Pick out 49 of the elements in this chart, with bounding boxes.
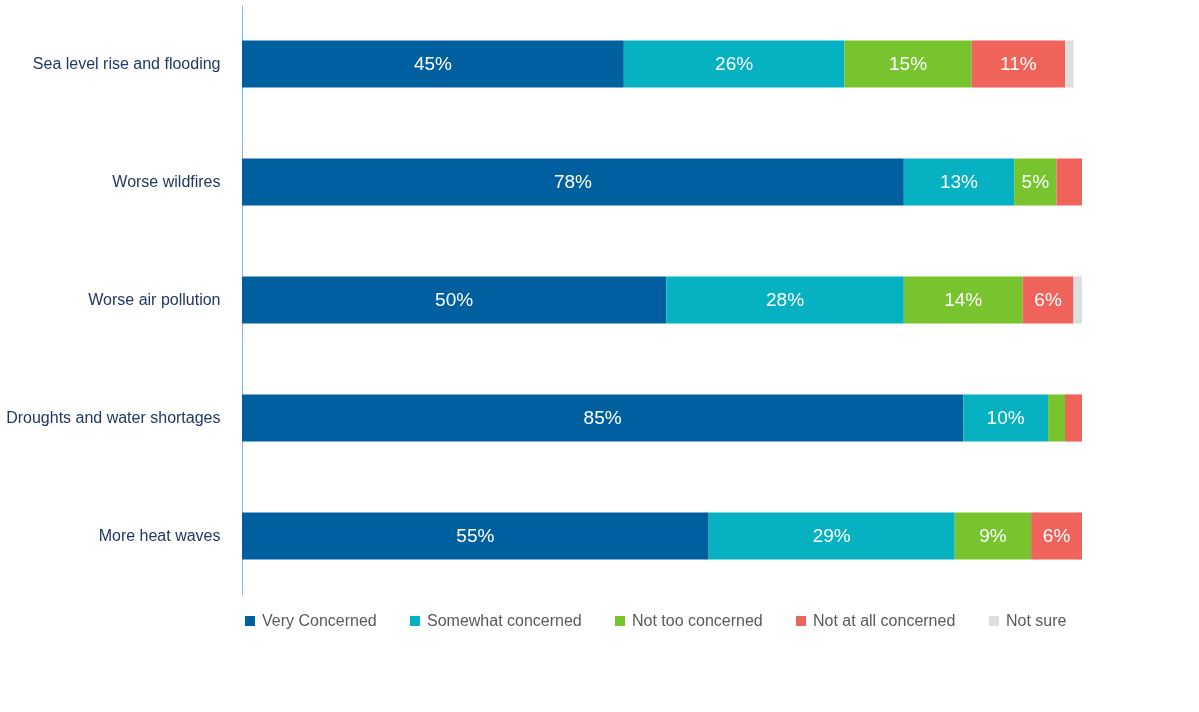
legend-label: Not sure [1006,612,1067,629]
legend-label: Not too concerned [632,612,763,629]
bar [903,158,1015,206]
data-label: 45% [413,53,453,74]
data-label: 15% [889,53,928,74]
data-label: 5% [1021,171,1050,192]
bar [623,40,845,88]
data-label: 6% [1042,525,1071,546]
bar [1065,40,1074,88]
data-label: 50% [435,289,474,310]
bar [1056,158,1082,206]
data-label: 9% [979,525,1007,546]
data-label: 85% [583,407,622,428]
data-label: 55% [456,525,495,546]
data-label: 29% [812,525,851,546]
bar [242,512,709,560]
bar [1022,276,1074,324]
y-tick-label: More heat waves [98,527,221,544]
data-label: 11% [1000,53,1037,74]
bar [708,512,955,560]
bar [666,276,904,324]
legend-label: Not at all concerned [813,612,956,629]
bar [1014,158,1057,206]
bar [971,40,1066,88]
bar [1048,394,1066,442]
data-label: 10% [986,407,1025,428]
data-label: 6% [1034,289,1062,310]
bar [1073,276,1082,324]
y-tick-label: Worse wildfires [112,173,221,190]
data-label: 26% [715,53,754,74]
bar [242,394,964,442]
data-label: 13% [939,171,979,192]
bar [242,158,904,206]
bar [954,512,1032,560]
y-tick-label: Worse air pollution [88,291,221,308]
data-label: 14% [944,289,983,310]
legend-label: Very Concerned [262,612,377,629]
y-tick-label: Sea level rise and flooding [32,55,221,72]
y-tick-label: Droughts and water shortages [6,409,221,426]
legend-label: Somewhat concerned [427,612,582,629]
bar [903,276,1023,324]
bar [1065,394,1082,442]
bar [242,276,667,324]
bar [844,40,972,88]
bar [1031,512,1082,560]
bar [242,40,624,88]
bar [963,394,1049,442]
data-label: 78% [553,171,593,192]
data-label: 28% [766,289,805,310]
